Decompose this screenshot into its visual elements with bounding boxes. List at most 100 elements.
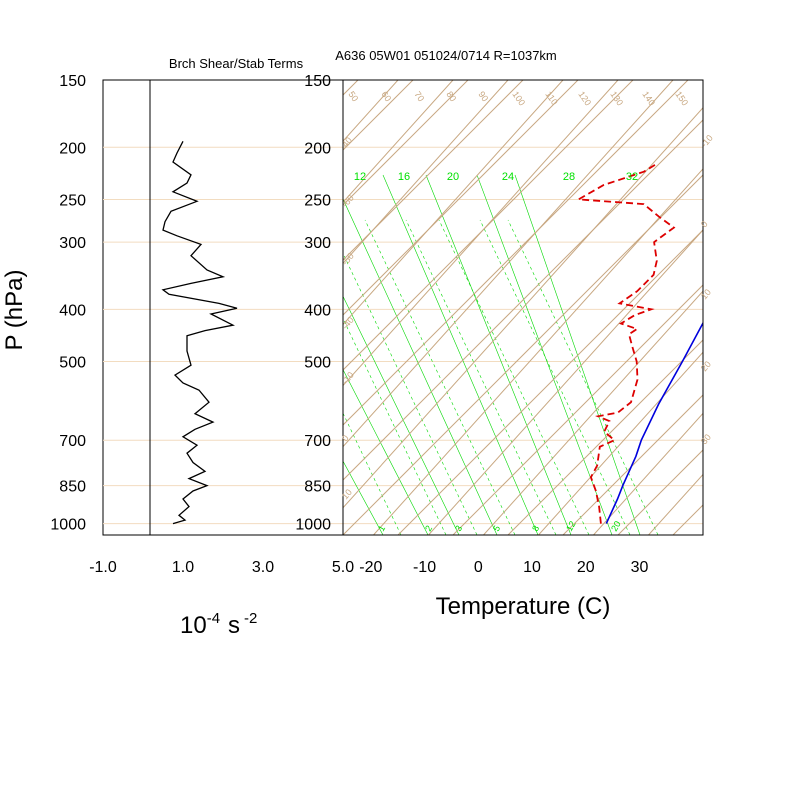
adiabat-label-70: 70 <box>412 89 426 103</box>
shear-stab-curve <box>161 141 238 525</box>
left-pressure-label-1000: 1000 <box>50 517 86 534</box>
adiabat-label-110: 110 <box>543 89 559 106</box>
dry-adiabat-line <box>343 107 703 509</box>
shear-stab-panel: Brch Shear/Stab Terms 150200250300400500… <box>1 56 354 639</box>
unit-base: 10 <box>180 612 207 639</box>
dry-adiabat-labels: 50 60 70 80 90 100 110 120 130 140 150 <box>346 89 690 107</box>
isotherm-line <box>0 80 303 535</box>
mixing-ratio-bottom-5: 5 <box>491 524 502 533</box>
left-isobar-lines <box>103 146 343 525</box>
x-axis-label: Temperature (C) <box>436 593 611 620</box>
isotherm-line <box>617 449 703 535</box>
isotherm-line <box>562 394 703 535</box>
right-pressure-label-500: 500 <box>304 355 331 372</box>
adiabat-label-140: 140 <box>640 89 657 107</box>
mixing-ratio-top-12: 12 <box>354 171 366 183</box>
mixing-ratio-bottom-3: 3 <box>453 524 464 533</box>
unit-s: s <box>228 612 240 639</box>
temp-tick-20: 20 <box>577 559 595 576</box>
mixing-ratio-line <box>343 460 384 535</box>
mixing-ratio-line <box>382 174 539 535</box>
dry-adiabat-line <box>343 80 619 387</box>
isotherm-line <box>343 80 689 426</box>
mixing-ratio-bottom-labels: 1 2 3 5 8 12 20 <box>376 519 623 533</box>
temp-tick-0: 0 <box>474 559 483 576</box>
isotherm-line <box>507 339 703 535</box>
adiabat-label-60: 60 <box>379 89 393 103</box>
dry-adiabat-line <box>343 80 674 448</box>
isotherm-label-right: 30 <box>699 432 713 446</box>
isotherm-line <box>672 504 703 535</box>
isotherm-label-left: 0 <box>340 433 351 443</box>
isotherm-label-right: 0 <box>699 219 710 229</box>
left-x-axis-label: 10-4 s -2 <box>180 610 257 639</box>
temp-tick-30: 30 <box>631 559 649 576</box>
isotherm-line <box>343 80 579 316</box>
adiabat-label-120: 120 <box>576 89 593 107</box>
adiabat-label-90: 90 <box>476 89 490 103</box>
isotherm-line <box>343 80 524 261</box>
mixing-ratio-dashed-line <box>343 318 447 535</box>
mixing-ratio-top-20: 20 <box>447 171 459 183</box>
right-pressure-label-1000: 1000 <box>295 517 331 534</box>
right-panel-frame <box>342 79 704 536</box>
right-pressure-label-850: 850 <box>304 479 331 496</box>
isotherm-line <box>728 80 800 535</box>
mixing-ratio-line <box>343 368 429 535</box>
isotherm-line <box>343 119 703 481</box>
left-pressure-tick-labels: 150 200 250 300 400 500 700 850 1000 <box>50 73 86 534</box>
right-pressure-label-250: 250 <box>304 192 331 209</box>
mixing-ratio-bottom-8: 8 <box>530 524 541 533</box>
dry-adiabat-line <box>759 80 800 535</box>
left-x-tick--1.0: -1.0 <box>89 559 117 576</box>
left-pressure-label-700: 700 <box>59 433 86 450</box>
isotherm-label-left: -60 <box>340 193 356 209</box>
unit-exponent-1: -4 <box>207 610 220 627</box>
temp-tick--20: -20 <box>359 559 382 576</box>
isotherm-label-left: 40 <box>340 135 354 149</box>
mixing-ratio-line <box>343 198 498 535</box>
mixing-ratio-lines <box>343 174 659 535</box>
mixing-ratio-bottom-12: 12 <box>564 519 578 533</box>
dry-adiabat-lines <box>0 80 800 535</box>
mixing-ratio-top-32: 32 <box>626 171 638 183</box>
left-pressure-label-850: 850 <box>59 479 86 496</box>
skewt-panel: A636 05W01 051024/0714 R=1037km 15020025… <box>0 48 800 620</box>
mixing-ratio-line <box>425 174 572 535</box>
dry-adiabat-line <box>343 80 564 326</box>
adiabat-label-100: 100 <box>510 89 527 107</box>
unit-exponent-2: -2 <box>244 610 257 627</box>
dry-adiabat-line <box>428 229 703 535</box>
isotherm-line <box>452 284 703 535</box>
mixing-ratio-dashed-line <box>438 219 590 535</box>
left-x-tick-labels: -1.0 1.0 3.0 5.0 <box>89 559 354 576</box>
mixing-ratio-dashed-line <box>343 252 478 535</box>
left-x-tick-3.0: 3.0 <box>252 559 274 576</box>
dry-adiabat-line <box>343 80 344 81</box>
left-pressure-label-300: 300 <box>59 235 86 252</box>
dry-adiabat-line <box>373 168 703 535</box>
dry-adiabat-line <box>483 290 703 535</box>
isotherm-lines <box>0 80 800 535</box>
adiabat-label-130: 130 <box>608 89 625 107</box>
dry-adiabat-line <box>704 80 800 535</box>
adiabat-label-80: 80 <box>444 89 458 103</box>
isotherm-line <box>343 80 469 206</box>
mixing-ratio-line <box>343 295 460 535</box>
dry-adiabat-line <box>538 351 703 535</box>
dry-adiabat-line <box>343 80 454 203</box>
dry-adiabat-line <box>0 80 288 535</box>
isotherm-label-right: 20 <box>699 359 713 373</box>
temperature-tick-labels: -20 -10 0 10 20 30 <box>359 559 648 576</box>
left-panel-title: Brch Shear/Stab Terms <box>169 56 304 71</box>
left-x-tick-1.0: 1.0 <box>172 559 194 576</box>
isotherm-line <box>783 80 800 535</box>
left-pressure-label-500: 500 <box>59 355 86 372</box>
mixing-ratio-bottom-2: 2 <box>423 524 434 533</box>
mixing-ratio-dashed-line <box>507 219 659 535</box>
temperature-profile <box>605 321 703 524</box>
dry-adiabat-line <box>648 473 703 535</box>
sounding-title: A636 05W01 051024/0714 R=1037km <box>335 48 557 63</box>
temp-tick-10: 10 <box>523 559 541 576</box>
mixing-ratio-top-28: 28 <box>563 171 575 183</box>
